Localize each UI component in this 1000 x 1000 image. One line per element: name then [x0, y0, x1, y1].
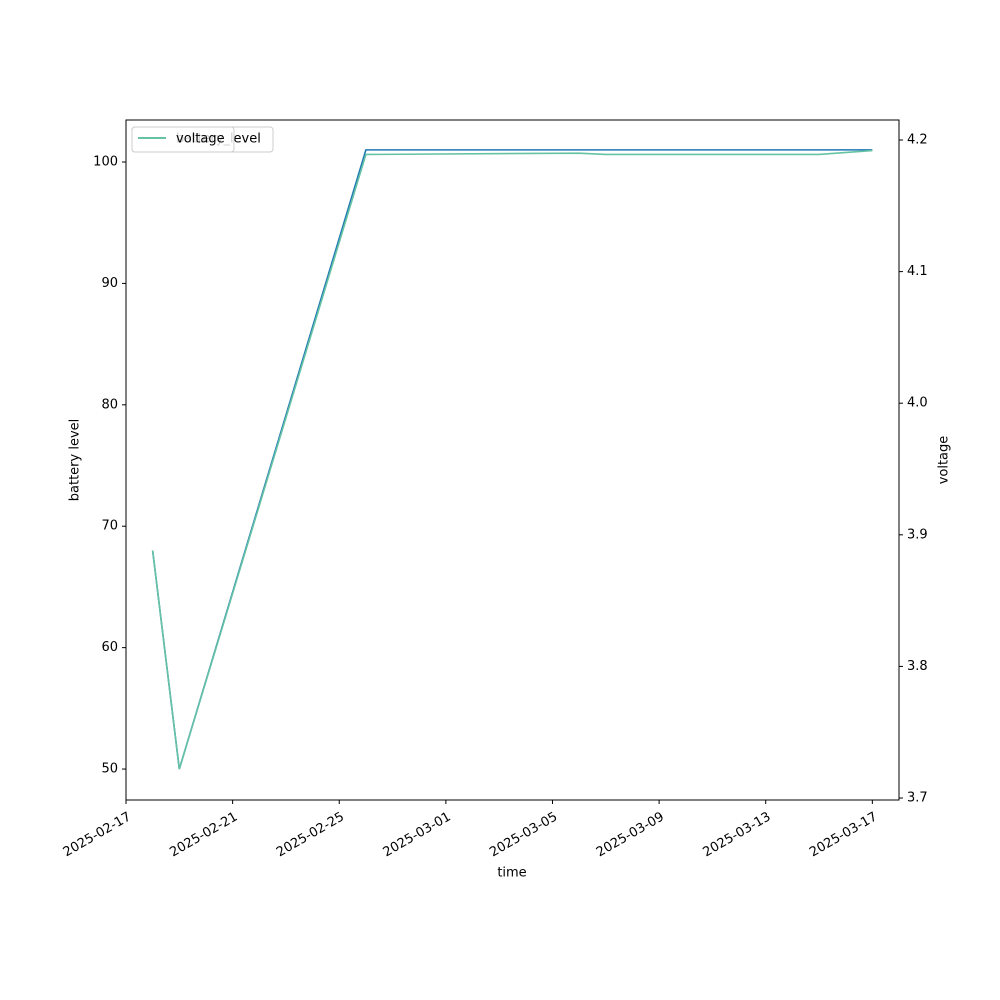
x-tick-label: 2025-02-17	[61, 810, 134, 861]
y2-tick-label: 3.7	[907, 791, 928, 806]
y-tick-label: 60	[101, 640, 118, 655]
y-tick-label: 80	[101, 397, 118, 412]
series-line	[151, 149, 873, 770]
y2-tick-label: 3.9	[907, 527, 928, 542]
x-tick-label: 2025-02-21	[167, 810, 240, 861]
x-tick-label: 2025-03-09	[594, 810, 667, 861]
x-tick-label: 2025-03-13	[701, 810, 774, 861]
y-tick-label: 50	[101, 762, 118, 777]
x-tick-label: 2025-02-25	[274, 810, 347, 861]
legend-box	[131, 126, 235, 153]
x-tick-label: 2025-03-05	[487, 810, 560, 861]
legend-label: voltage	[176, 132, 225, 147]
y2-tick-label: 3.8	[907, 659, 928, 674]
y2-tick-label: 4.1	[907, 264, 928, 279]
y-tick-label: 70	[101, 519, 118, 534]
y2-tick-label: 4.2	[907, 133, 928, 148]
y2-axis-label: voltage	[937, 436, 952, 485]
x-tick-label: 2025-03-17	[807, 810, 880, 861]
plot-frame	[125, 119, 900, 801]
y-tick-label: 100	[93, 155, 118, 170]
y-tick-label: 90	[101, 276, 118, 291]
y-axis-label: battery level	[68, 419, 83, 502]
y2-tick-label: 4.0	[907, 396, 928, 411]
series-line	[151, 149, 873, 770]
x-tick-label: 2025-03-01	[381, 810, 454, 861]
x-axis-label: time	[497, 866, 526, 881]
